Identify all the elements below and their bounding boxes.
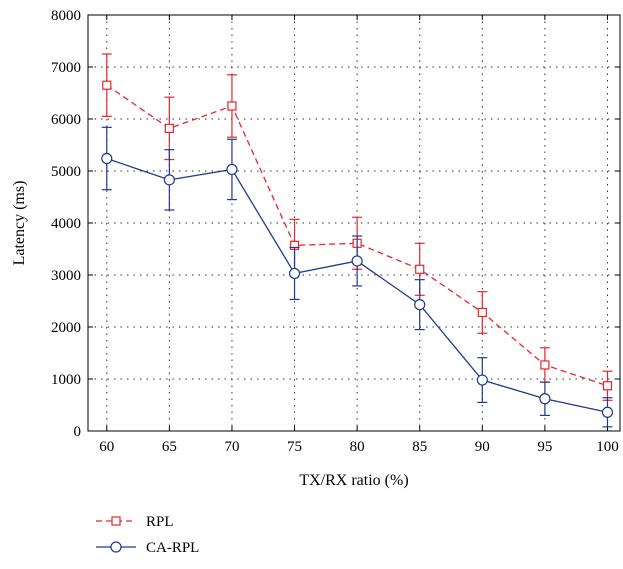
point-rpl-70 bbox=[227, 101, 237, 111]
series-rpl bbox=[101, 53, 613, 401]
x-tick-label-95: 95 bbox=[537, 439, 552, 455]
point-ca-rpl-85 bbox=[414, 299, 426, 311]
legend-marker-ca-rpl bbox=[110, 541, 122, 553]
point-ca-rpl-65 bbox=[163, 174, 175, 186]
series-ca-rpl bbox=[101, 126, 614, 428]
point-ca-rpl-95 bbox=[539, 393, 551, 405]
x-tick-label-65: 65 bbox=[162, 439, 177, 455]
x-tick-label-70: 70 bbox=[224, 439, 239, 455]
legend-entry-ca-rpl: CA-RPL bbox=[96, 540, 199, 556]
x-tick-label-90: 90 bbox=[475, 439, 490, 455]
point-ca-rpl-75 bbox=[288, 267, 301, 280]
point-rpl-60 bbox=[102, 80, 112, 90]
y-tick-label-3000: 3000 bbox=[51, 268, 81, 284]
y-tick-label-0: 0 bbox=[74, 424, 82, 440]
point-ca-rpl-90 bbox=[476, 374, 488, 386]
legend-label-ca-rpl: CA-RPL bbox=[146, 540, 199, 556]
point-ca-rpl-70 bbox=[226, 163, 238, 176]
plot-frame bbox=[87, 14, 621, 432]
y-axis-label: Latency (ms) bbox=[11, 181, 28, 266]
point-rpl-100 bbox=[602, 381, 613, 391]
y-tick-label-4000: 4000 bbox=[51, 216, 81, 232]
axis-ticks: 60 65 70 75 80 85 90 95 100010002000300040005000… bbox=[51, 8, 620, 455]
x-tick-label-85: 85 bbox=[412, 439, 427, 455]
point-ca-rpl-100 bbox=[601, 406, 614, 418]
point-ca-rpl-80 bbox=[351, 255, 363, 267]
y-tick-label-6000: 6000 bbox=[51, 112, 81, 128]
y-tick-label-5000: 5000 bbox=[51, 164, 81, 180]
legend: RPL CA-RPL bbox=[96, 514, 199, 556]
point-rpl-95 bbox=[540, 360, 550, 370]
point-rpl-90 bbox=[477, 307, 487, 318]
y-tick-label-1000: 1000 bbox=[51, 372, 81, 388]
legend-marker-rpl bbox=[111, 516, 121, 526]
point-rpl-65 bbox=[164, 123, 174, 133]
x-tick-label-75: 75 bbox=[287, 439, 302, 455]
y-tick-label-2000: 2000 bbox=[51, 320, 81, 336]
point-rpl-85 bbox=[415, 264, 425, 274]
legend-label-rpl: RPL bbox=[146, 514, 174, 530]
series-layer bbox=[101, 53, 614, 428]
x-tick-label-80: 80 bbox=[350, 439, 365, 455]
x-axis-label: TX/RX ratio (%) bbox=[299, 472, 408, 489]
grid-lines bbox=[88, 15, 620, 431]
x-tick-label-100: 100 bbox=[596, 439, 619, 455]
point-ca-rpl-60 bbox=[101, 152, 113, 165]
legend-entry-rpl: RPL bbox=[96, 514, 174, 530]
y-tick-label-8000: 8000 bbox=[51, 8, 81, 24]
x-tick-label-60: 60 bbox=[99, 439, 114, 455]
y-tick-label-7000: 7000 bbox=[51, 60, 81, 76]
